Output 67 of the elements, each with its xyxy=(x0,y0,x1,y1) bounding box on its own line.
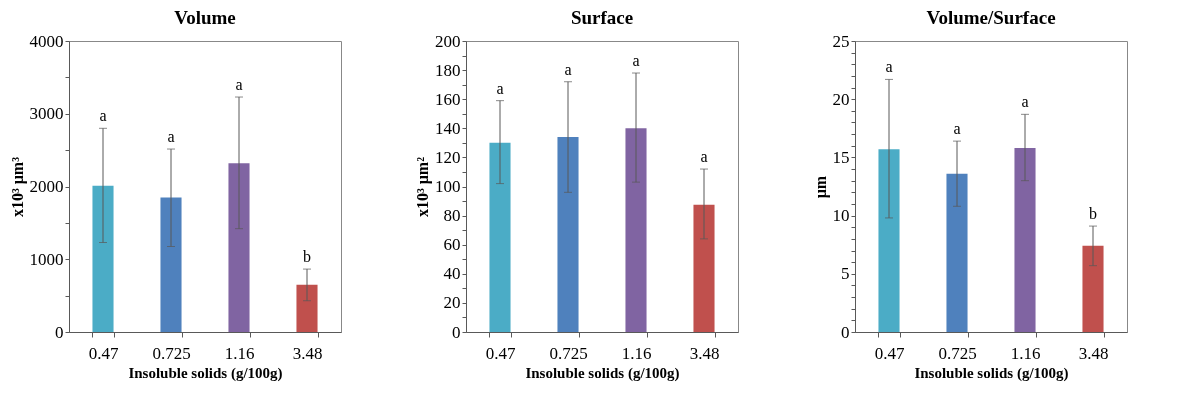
x-tick-label: 3.48 xyxy=(689,343,720,363)
annotation: a xyxy=(496,79,504,97)
x-tick-label: 0.47 xyxy=(485,343,516,363)
y-tick-label: 180 xyxy=(435,60,461,80)
y-tick-label: 5 xyxy=(841,264,850,284)
y-tick-label: 3000 xyxy=(29,104,64,124)
annotation: b xyxy=(303,248,311,266)
y-axis-title: x10³ μm³ xyxy=(8,156,27,217)
annotation: a xyxy=(953,120,961,138)
y-tick-label: 160 xyxy=(435,89,461,109)
y-tick-label: 20 xyxy=(443,293,461,313)
bar xyxy=(557,137,579,332)
bar xyxy=(1082,245,1104,332)
y-tick-label: 1000 xyxy=(29,249,64,269)
annotation: a xyxy=(235,76,243,94)
bar xyxy=(160,197,182,332)
annotation: a xyxy=(564,60,572,78)
y-tick-label: 120 xyxy=(435,147,461,167)
y-tick-label: 4000 xyxy=(29,31,64,51)
y-tick-label: 20 xyxy=(832,89,850,109)
y-axis-title: μm xyxy=(811,175,830,199)
bar xyxy=(228,163,250,332)
bar xyxy=(489,142,511,332)
x-axis-title: Insoluble solids (g/100g) xyxy=(914,364,1069,382)
chart-title: Surface xyxy=(570,7,634,28)
bar xyxy=(1014,148,1036,332)
y-tick-label: 100 xyxy=(435,177,461,196)
x-tick-label: 0.725 xyxy=(549,343,588,363)
x-tick-label: 1.16 xyxy=(1010,343,1041,363)
y-tick-label: 140 xyxy=(435,118,461,138)
y-tick-label: 2000 xyxy=(29,177,64,196)
bar xyxy=(693,204,715,332)
x-tick-label: 1.16 xyxy=(621,343,652,363)
annotation: b xyxy=(1089,205,1097,223)
annotation: a xyxy=(1021,93,1029,111)
bar xyxy=(92,185,114,332)
x-axis-title: Insoluble solids (g/100g) xyxy=(525,364,680,382)
y-tick-label: 0 xyxy=(841,322,850,342)
bar xyxy=(878,149,900,332)
bar xyxy=(946,173,968,332)
y-tick-label: 0 xyxy=(55,322,64,342)
chart-title: Volume/Surface xyxy=(926,7,1056,28)
annotation: a xyxy=(632,52,640,70)
y-tick-label: 80 xyxy=(443,206,461,226)
annotation: a xyxy=(99,107,107,125)
y-tick-label: 40 xyxy=(443,264,461,284)
bar xyxy=(625,128,647,332)
x-tick-label: 0.725 xyxy=(938,343,977,363)
annotation: a xyxy=(885,58,893,76)
x-tick-label: 1.16 xyxy=(224,343,255,363)
x-tick-label: 3.48 xyxy=(292,343,323,363)
chart-title: Volume xyxy=(174,7,236,28)
y-tick-label: 0 xyxy=(452,322,461,342)
x-tick-label: 0.47 xyxy=(88,343,119,363)
annotation: a xyxy=(167,128,175,146)
x-tick-label: 3.48 xyxy=(1078,343,1109,363)
x-tick-label: 0.47 xyxy=(874,343,905,363)
y-tick-label: 200 xyxy=(435,31,461,51)
y-tick-label: 25 xyxy=(832,31,850,51)
annotation: a xyxy=(700,148,708,166)
x-axis-title: Insoluble solids (g/100g) xyxy=(128,364,283,382)
y-axis-title: x10³ μm² xyxy=(414,156,432,217)
x-tick-label: 0.725 xyxy=(152,343,191,363)
y-tick-label: 60 xyxy=(443,235,461,255)
y-tick-label: 10 xyxy=(832,206,850,226)
bar xyxy=(296,284,318,332)
y-tick-label: 15 xyxy=(832,147,850,167)
